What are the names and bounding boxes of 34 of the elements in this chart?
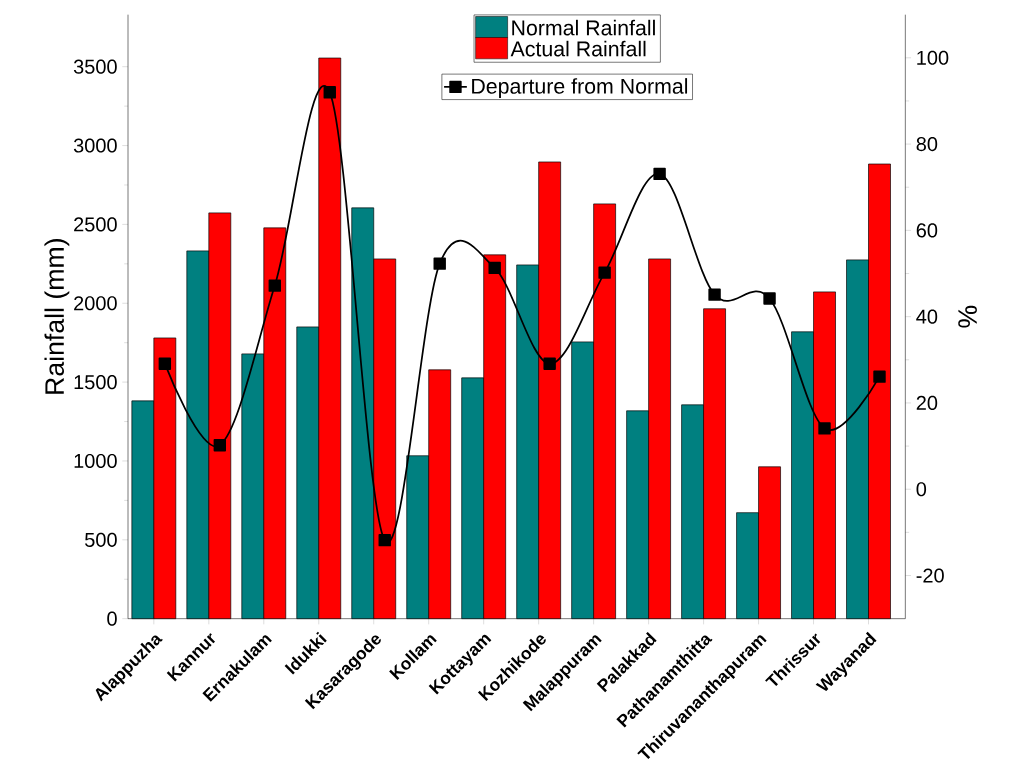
y-tick-label: 3500: [73, 59, 117, 74]
point: [653, 167, 666, 180]
point: [543, 357, 556, 370]
point: [213, 438, 227, 452]
y-tick-label: 2000: [74, 296, 117, 311]
y2-tick-label: -20: [916, 568, 944, 583]
point: [433, 257, 446, 270]
point: [488, 261, 501, 274]
y2-tick-label: 0: [916, 481, 927, 497]
y2-axis-title: %: [958, 305, 977, 328]
y2-tick-label: 80: [916, 136, 938, 151]
point: [268, 279, 281, 292]
point: [818, 422, 831, 435]
point: [598, 266, 611, 279]
point: [158, 357, 172, 370]
point: [323, 85, 336, 99]
point: [763, 292, 776, 305]
y2-tick-label: 20: [916, 395, 938, 410]
y-tick-label: 2500: [74, 217, 117, 232]
legend-label: Departure from Normal: [472, 77, 688, 98]
y-axis-title: Rainfall (mm): [44, 238, 70, 394]
y-tick-label: 3000: [73, 138, 117, 153]
y2-tick-label: 60: [916, 223, 938, 238]
point: [378, 533, 391, 547]
y-tick-label: 1500: [74, 374, 117, 390]
point: [708, 288, 721, 301]
legend-label: Actual Rainfall: [510, 40, 646, 57]
y2-tick-label: 100: [917, 50, 949, 65]
y-tick-label: 0: [107, 611, 117, 626]
y-tick-label: 1000: [74, 453, 117, 468]
y-tick-label: 500: [85, 532, 117, 547]
legend-label: Normal Rainfall: [512, 19, 655, 36]
point: [873, 370, 886, 383]
y2-tick-label: 40: [916, 309, 938, 324]
